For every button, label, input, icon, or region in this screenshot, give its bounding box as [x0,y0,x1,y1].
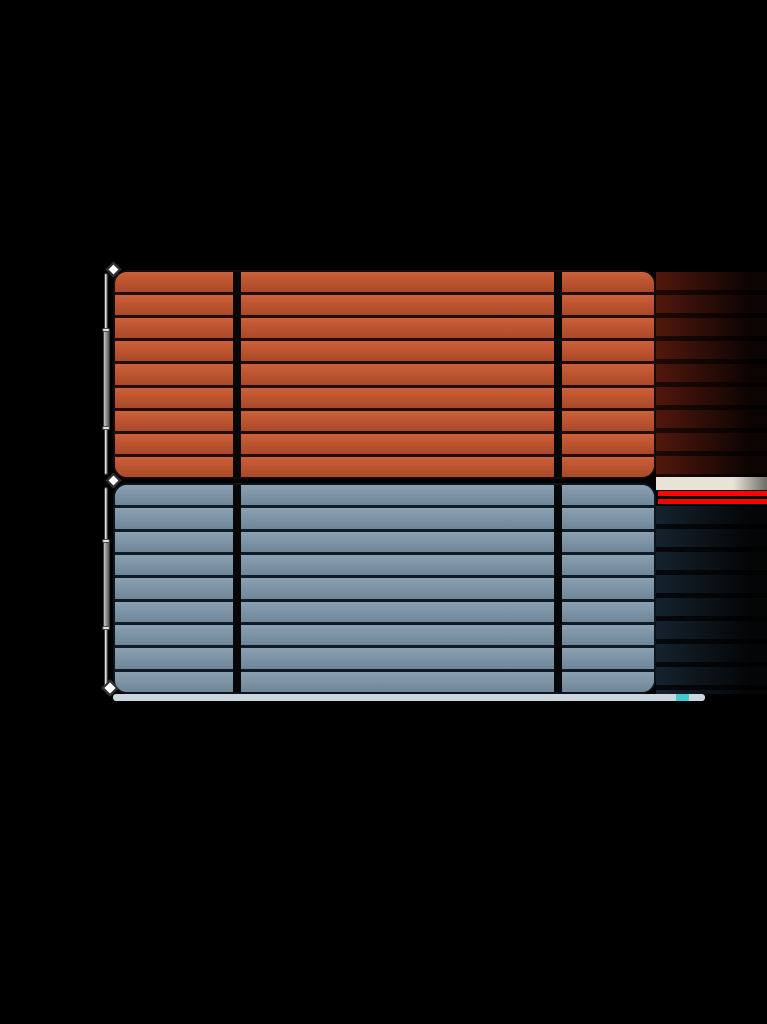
blue-smear-artifact [656,506,767,694]
junction-light-band [656,477,767,490]
measure-joint [102,328,110,332]
column-divider [233,485,241,692]
block-row [115,272,654,296]
measure-joint [102,539,110,543]
orange-measure-line-segment[interactable] [102,330,110,428]
block-row [115,456,654,477]
block-row [115,508,654,532]
column-divider [233,272,241,477]
red-line-2 [658,499,767,504]
orange-measure-line-segment[interactable] [104,428,108,475]
measure-joint [102,626,110,630]
orange-smear-artifact [656,272,767,478]
blue-block[interactable] [113,483,656,694]
blue-measure-line-segment[interactable] [102,541,110,628]
column-divider [554,272,562,477]
block-row [115,554,654,579]
block-row [115,648,654,672]
block-row [115,485,654,509]
block-row [115,295,654,319]
column-divider [554,485,562,692]
block-row [115,671,654,692]
orange-block[interactable] [113,270,656,479]
block-row [115,410,654,434]
blue-measure-line-segment[interactable] [104,628,108,687]
measure-joint [102,426,110,430]
block-row [115,341,654,365]
block-row [115,433,654,457]
orange-measure-line-segment[interactable] [104,273,108,330]
block-row [115,318,654,342]
block-row [115,578,654,602]
block-row [115,531,654,555]
block-row [115,364,654,388]
blue-measure-line-segment[interactable] [104,487,108,541]
block-row [115,387,654,411]
block-row [115,624,654,649]
teal-mark [676,694,689,701]
bottom-light-strip [113,694,705,701]
block-row [115,601,654,625]
red-line-1 [658,491,767,496]
